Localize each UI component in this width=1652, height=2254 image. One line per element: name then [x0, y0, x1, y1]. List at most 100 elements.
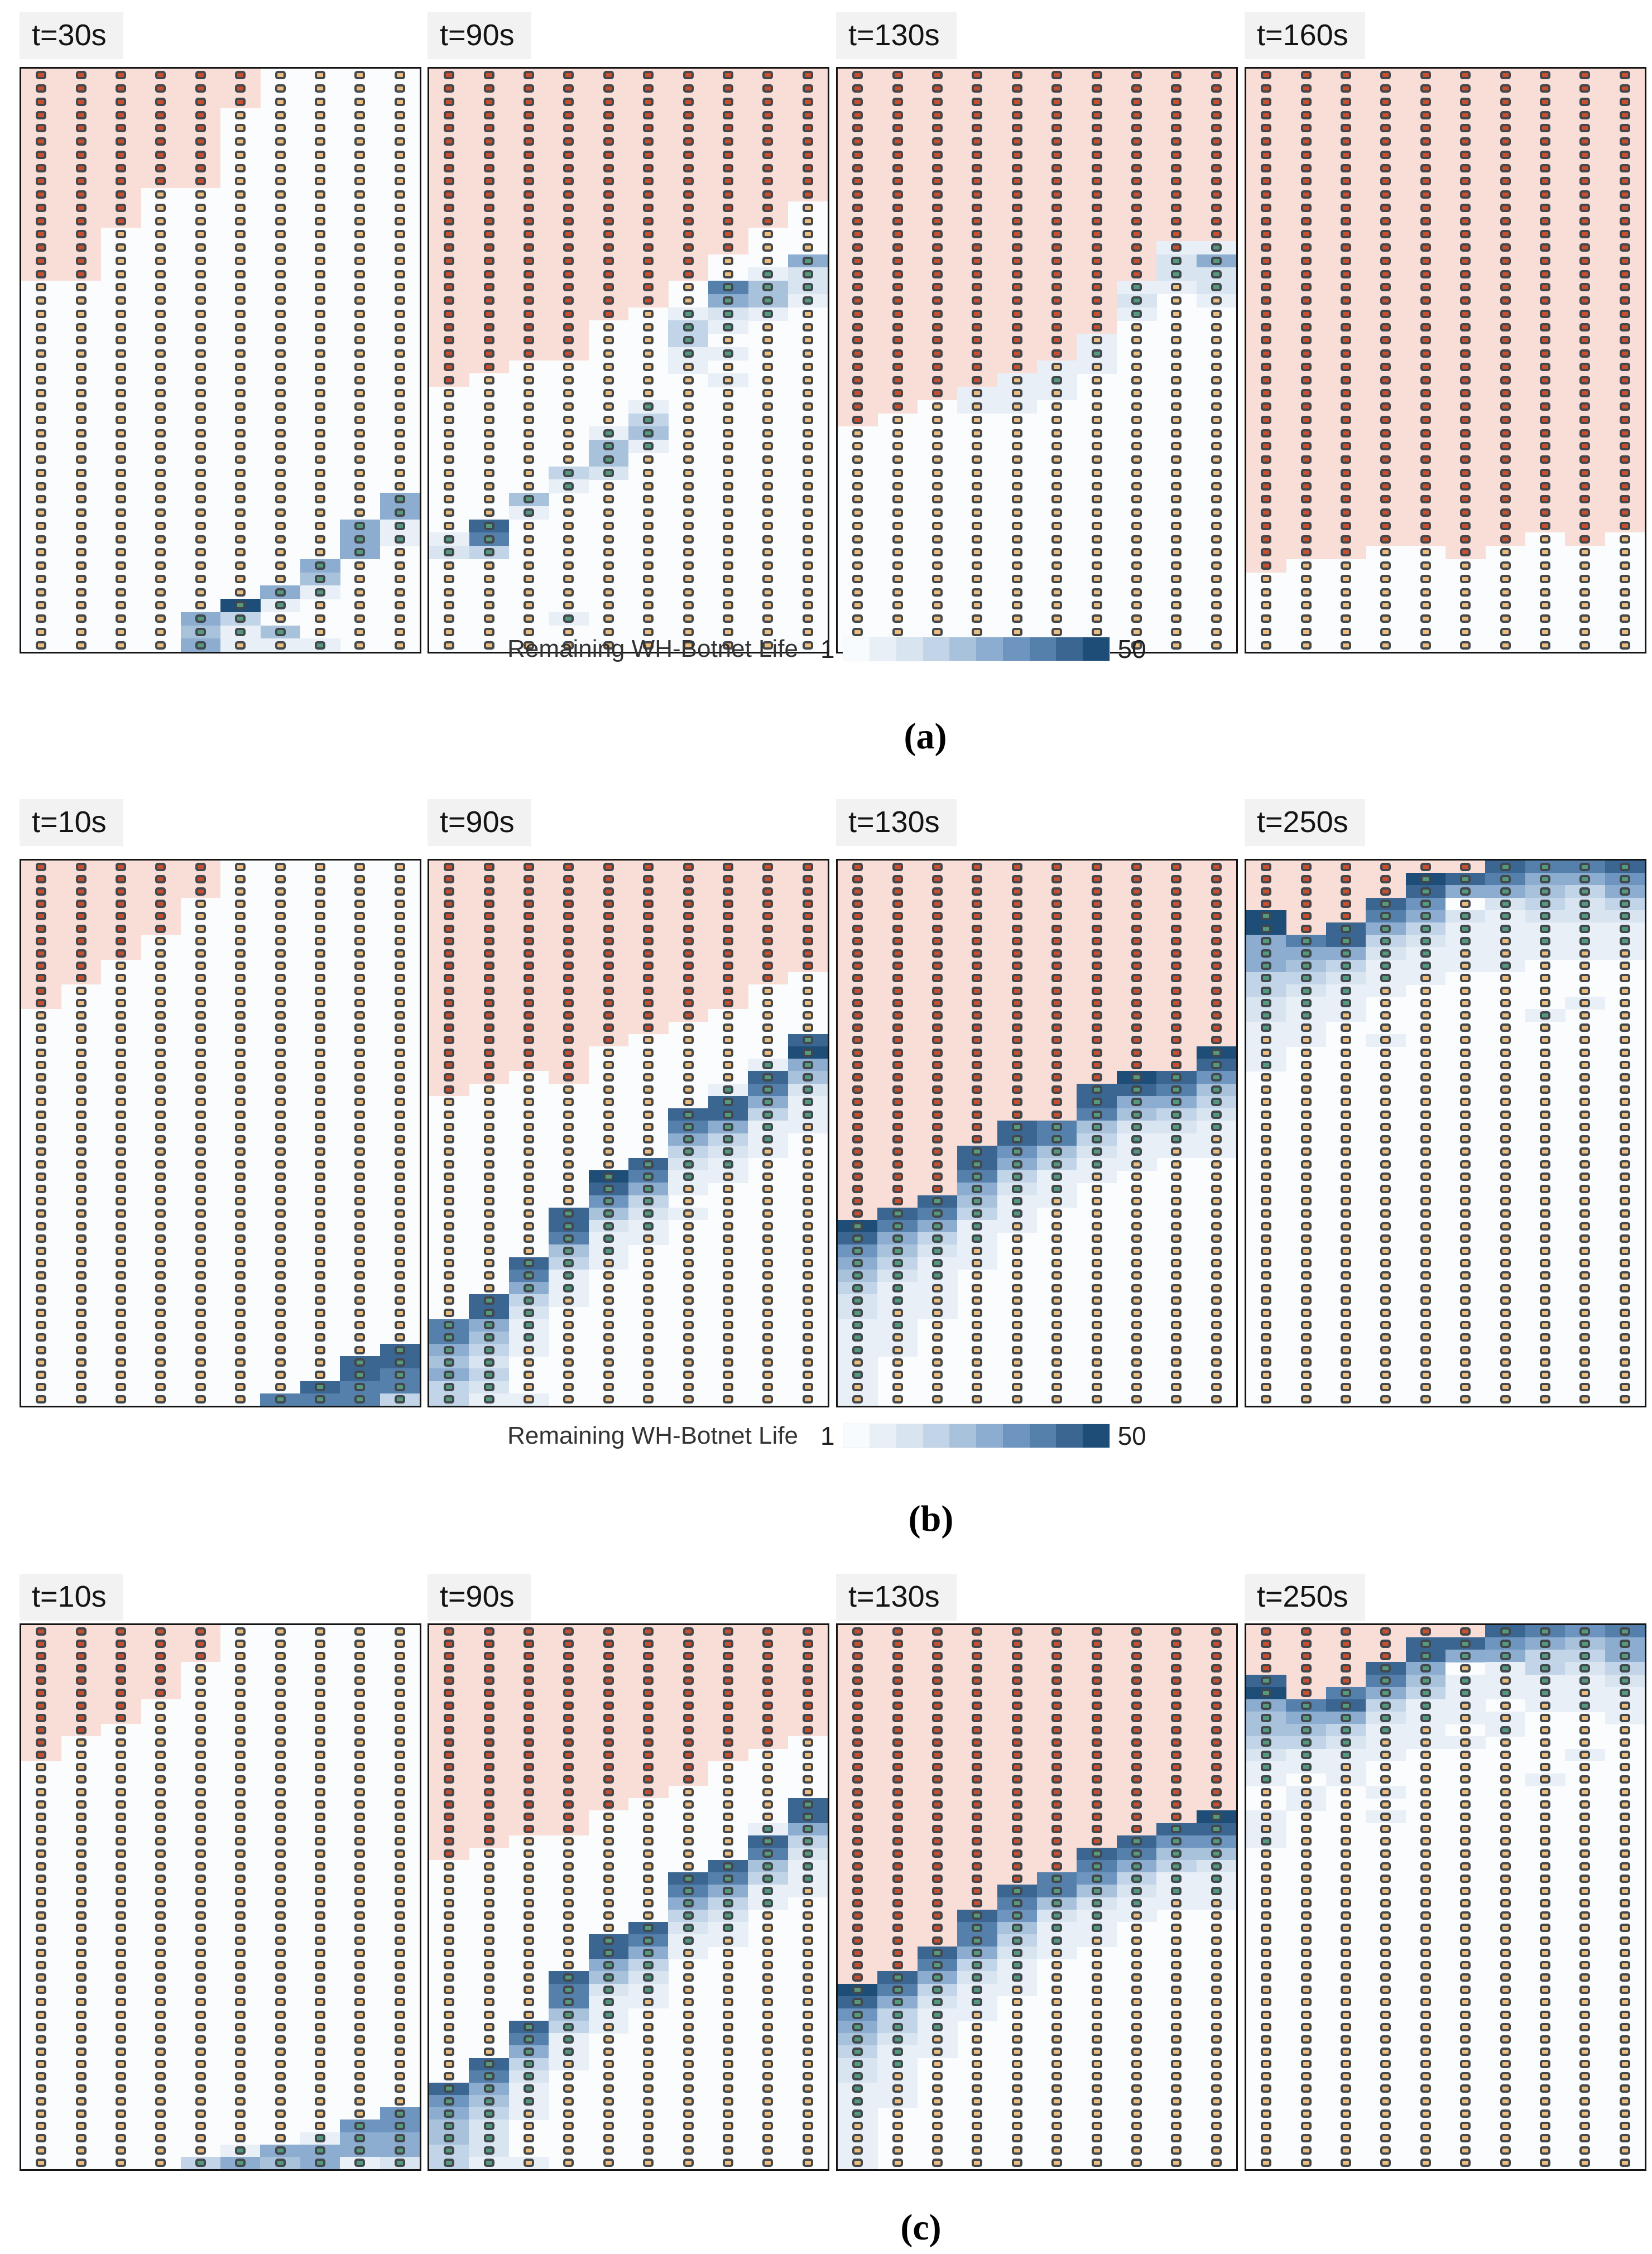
- device-node-whbotnet: [1131, 1135, 1142, 1144]
- device-node-healthy: [315, 1713, 325, 1722]
- device-node-healthy: [235, 1358, 246, 1367]
- device-node-whbotnet: [1420, 962, 1431, 970]
- device-node-healthy: [235, 1135, 246, 1144]
- device-node-infected: [1300, 376, 1312, 385]
- device-node-infected: [1131, 949, 1142, 958]
- panel-title: t=130s: [836, 799, 957, 846]
- device-node-whbotnet: [892, 1296, 903, 1305]
- device-node-healthy: [315, 402, 325, 411]
- device-node-healthy: [116, 1023, 126, 1032]
- device-node-infected: [892, 962, 903, 970]
- device-node-healthy: [116, 1775, 126, 1784]
- device-node-whbotnet: [1211, 1073, 1222, 1082]
- device-node-healthy: [1540, 1060, 1550, 1069]
- device-node-infected: [683, 1775, 694, 1784]
- colorbar-gradient: [842, 1424, 1110, 1448]
- device-node-healthy: [563, 1383, 574, 1392]
- device-node-healthy: [1051, 574, 1063, 583]
- colorbar-segment: [1002, 637, 1030, 661]
- device-node-infected: [603, 124, 614, 133]
- device-node-healthy: [1420, 1395, 1431, 1404]
- device-node-healthy: [36, 442, 47, 451]
- device-node-healthy: [394, 1713, 405, 1722]
- device-node-infected: [603, 1701, 614, 1710]
- device-node-healthy: [394, 1011, 405, 1020]
- device-node-healthy: [802, 1197, 813, 1206]
- device-node-healthy: [394, 1036, 405, 1045]
- device-node-infected: [892, 1135, 903, 1144]
- device-node-healthy: [683, 429, 694, 438]
- device-node-infected: [972, 203, 983, 212]
- device-node-infected: [1500, 256, 1511, 265]
- device-node-infected: [1300, 177, 1312, 186]
- device-node-healthy: [852, 482, 863, 491]
- device-node-infected: [75, 900, 87, 909]
- device-node-healthy: [116, 270, 126, 278]
- device-node-healthy: [235, 1011, 246, 1020]
- device-node-healthy: [762, 2060, 774, 2069]
- device-node-healthy: [1300, 1383, 1312, 1392]
- device-node-healthy: [762, 1787, 774, 1796]
- device-node-healthy: [524, 1160, 534, 1169]
- device-node-healthy: [75, 1986, 87, 1995]
- device-node-healthy: [1420, 627, 1431, 636]
- device-node-infected: [1579, 164, 1591, 172]
- device-node-healthy: [195, 2097, 206, 2106]
- device-node-infected: [444, 349, 455, 358]
- device-node-whbotnet: [1211, 1122, 1222, 1131]
- device-node-healthy: [235, 415, 246, 424]
- device-node-healthy: [762, 2134, 774, 2143]
- device-node-infected: [155, 1627, 166, 1636]
- device-node-healthy: [315, 1234, 325, 1243]
- device-node-healthy: [275, 1259, 286, 1268]
- device-node-healthy: [1460, 998, 1471, 1007]
- device-node-infected: [1011, 336, 1022, 345]
- device-node-healthy: [1460, 1284, 1471, 1292]
- device-node-healthy: [75, 1948, 87, 1957]
- device-node-infected: [852, 1098, 863, 1107]
- device-node-infected: [852, 1197, 863, 1206]
- device-node-healthy: [524, 601, 534, 610]
- device-node-healthy: [1051, 614, 1063, 623]
- device-node-healthy: [483, 1246, 494, 1255]
- device-node-healthy: [315, 1271, 325, 1280]
- device-node-infected: [563, 164, 574, 172]
- device-node-healthy: [235, 1222, 246, 1231]
- device-node-healthy: [723, 1936, 733, 1945]
- device-node-infected: [195, 874, 206, 883]
- device-node-infected: [802, 862, 813, 871]
- device-node-infected: [723, 230, 733, 239]
- device-node-infected: [1540, 203, 1550, 212]
- device-node-healthy: [275, 243, 286, 252]
- device-node-infected: [643, 1639, 654, 1648]
- device-node-healthy: [155, 548, 166, 557]
- device-node-infected: [972, 962, 983, 970]
- device-node-infected: [1460, 150, 1471, 159]
- device-node-infected: [1540, 124, 1550, 133]
- device-node-healthy: [116, 508, 126, 517]
- device-node-healthy: [315, 243, 325, 252]
- device-node-infected: [603, 1775, 614, 1784]
- device-node-whbotnet: [1341, 962, 1351, 970]
- device-node-healthy: [235, 2010, 246, 2019]
- device-node-infected: [1500, 84, 1511, 93]
- device-node-whbotnet: [524, 1271, 534, 1280]
- device-node-healthy: [1091, 1271, 1102, 1280]
- device-node-healthy: [195, 521, 206, 530]
- device-node-whbotnet: [524, 2097, 534, 2106]
- device-node-healthy: [1460, 588, 1471, 597]
- device-node-whbotnet: [1091, 1122, 1102, 1131]
- device-node-infected: [1380, 508, 1391, 517]
- device-node-healthy: [524, 1948, 534, 1957]
- device-node-infected: [1341, 508, 1351, 517]
- device-node-healthy: [1500, 548, 1511, 557]
- device-node-healthy: [762, 1986, 774, 1995]
- device-node-healthy: [762, 230, 774, 239]
- device-node-healthy: [394, 1110, 405, 1119]
- device-node-healthy: [483, 468, 494, 477]
- device-node-infected: [1300, 482, 1312, 491]
- device-node-healthy: [603, 1812, 614, 1821]
- device-node-infected: [1131, 217, 1142, 225]
- device-node-healthy: [116, 230, 126, 239]
- device-node-infected: [1460, 455, 1471, 464]
